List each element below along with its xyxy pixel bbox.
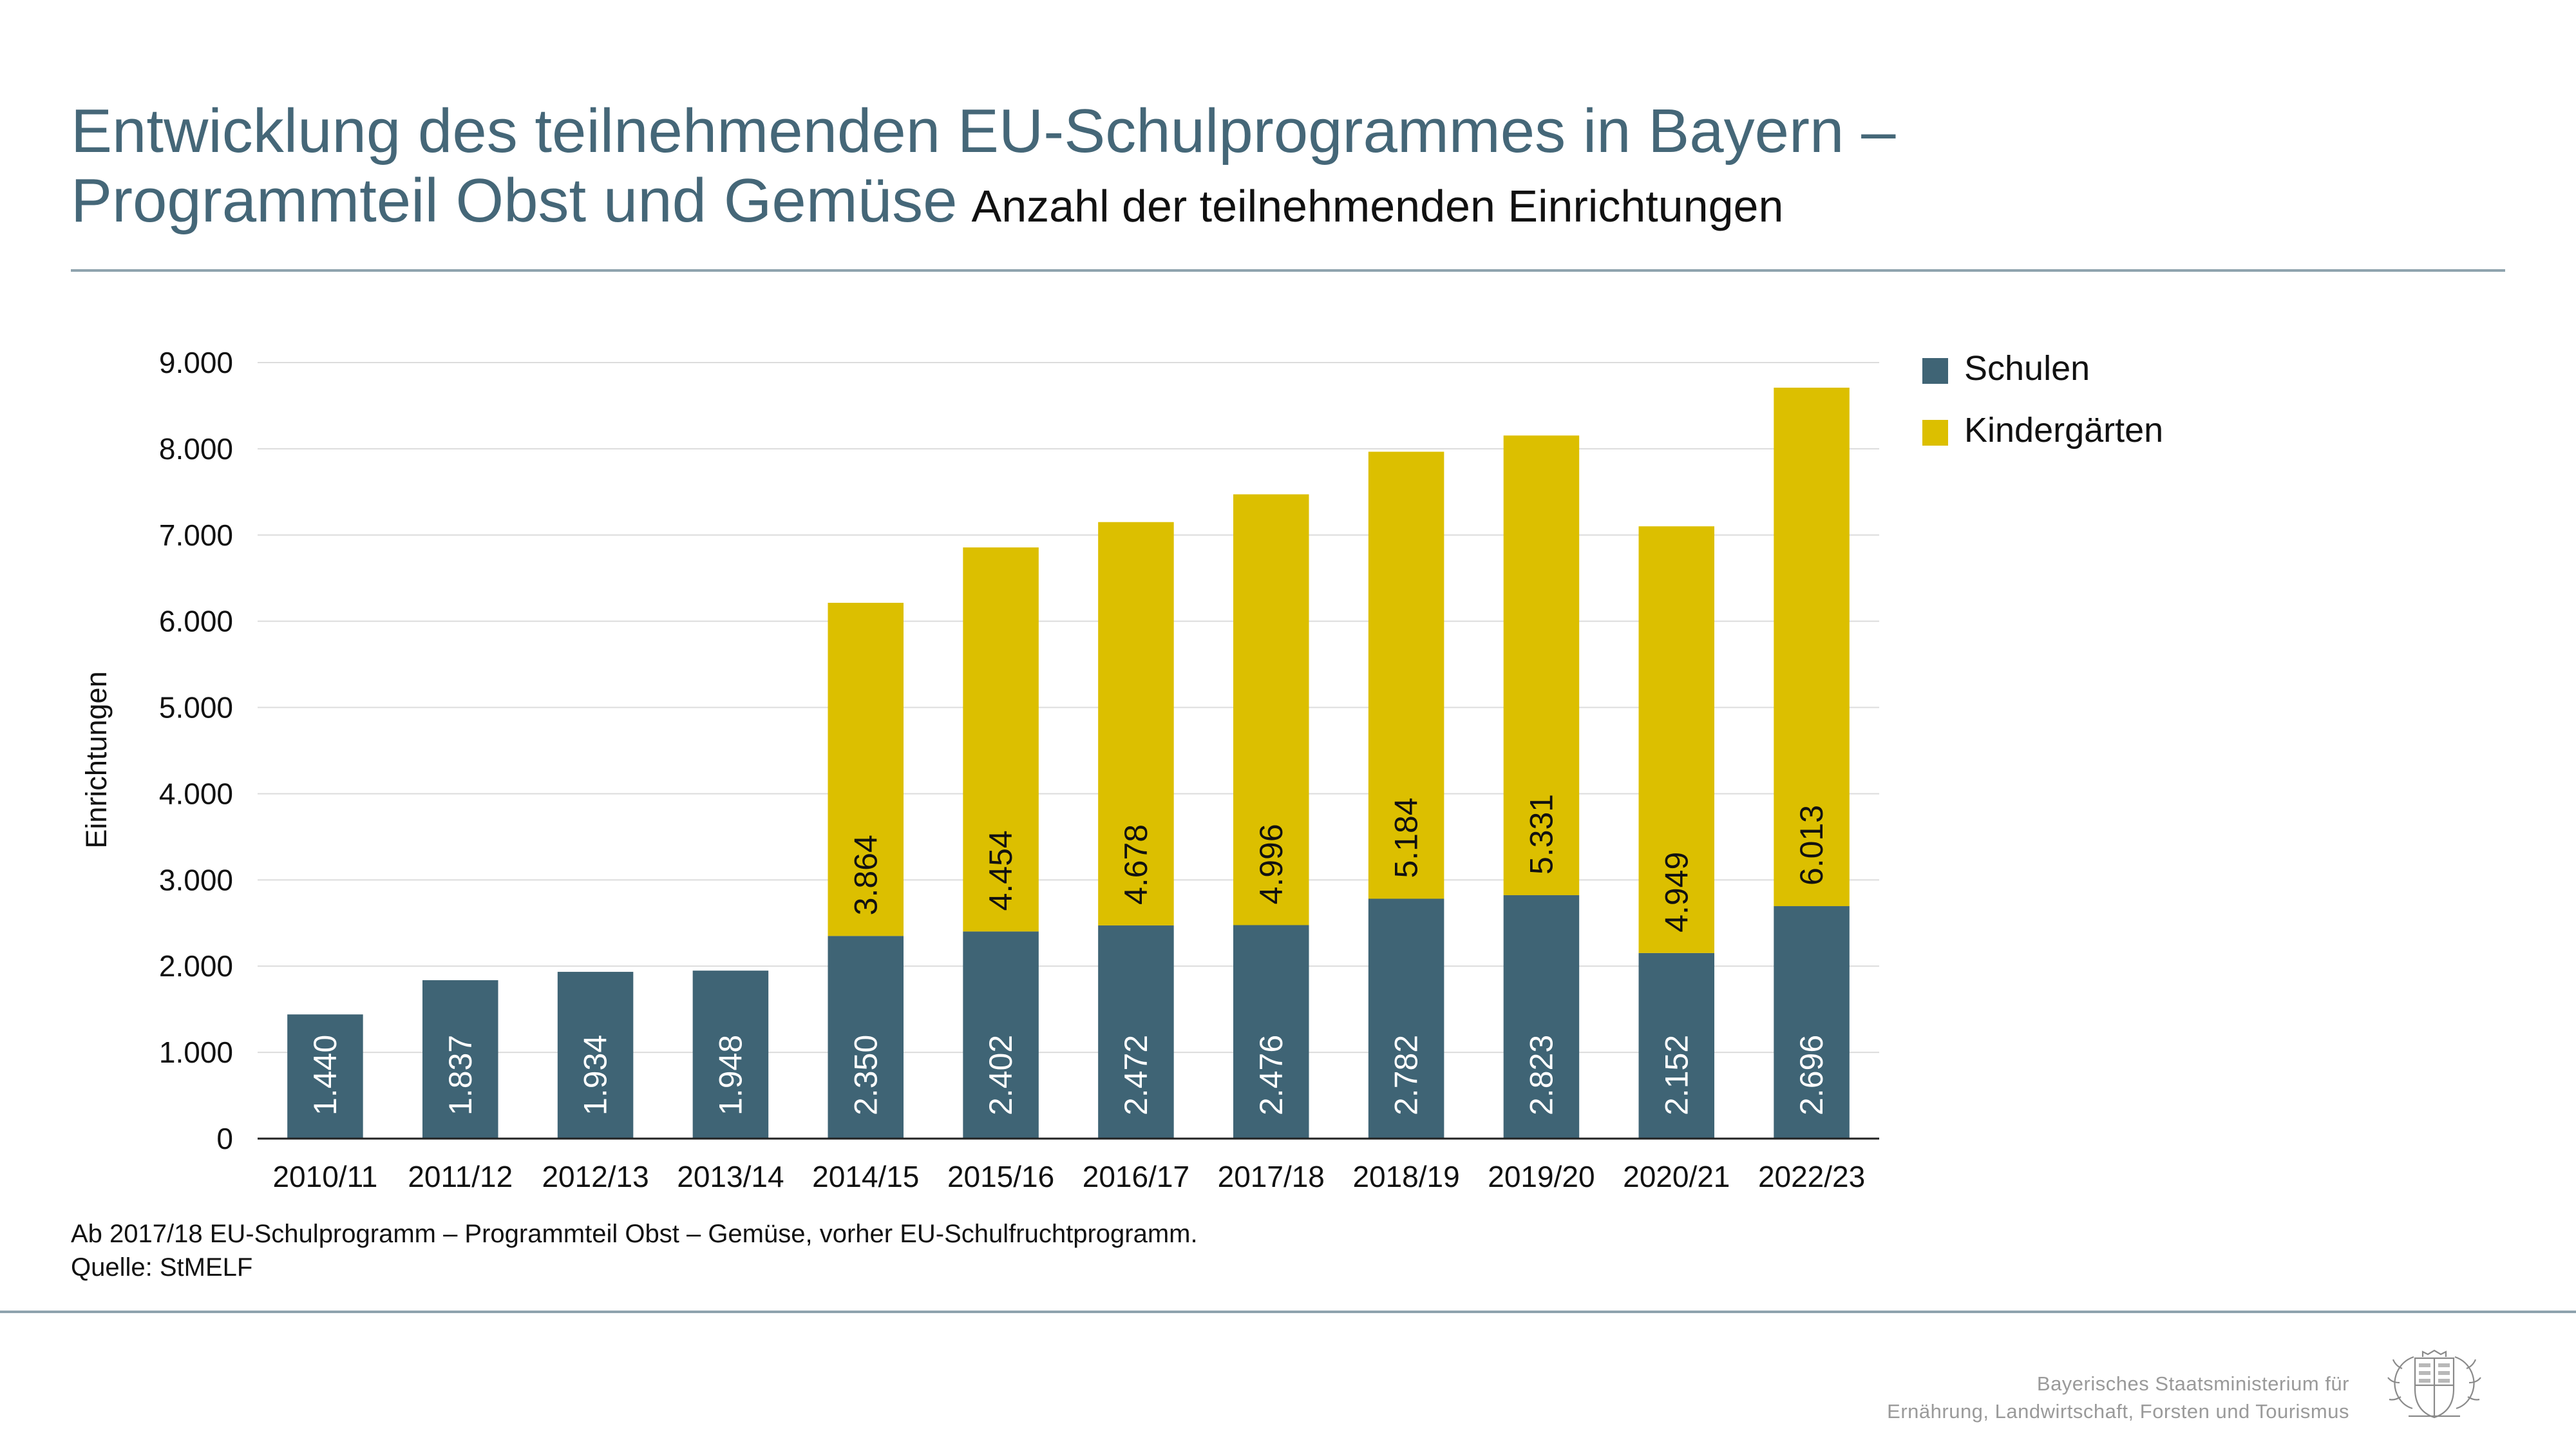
ministry-line-1: Bayerisches Staatsministerium für <box>2036 1372 2349 1395</box>
bar-schulen <box>287 1014 363 1139</box>
bar-value-label: 1.837 <box>442 1035 478 1115</box>
y-tick-label: 3.000 <box>159 863 233 896</box>
y-tick-label: 4.000 <box>159 777 233 810</box>
bar-kindergaerten <box>963 547 1039 932</box>
header-divider <box>71 269 2505 272</box>
chart-title: Entwicklung des teilnehmenden EU-Schulpr… <box>71 97 2454 236</box>
bar-value-label: 2.152 <box>1658 1035 1694 1115</box>
x-tick-label: 2017/18 <box>1218 1160 1325 1193</box>
bar-value-label: 1.948 <box>712 1035 748 1115</box>
bar-schulen <box>963 931 1039 1139</box>
bar-schulen <box>1638 952 1715 1139</box>
legend-label: Schulen <box>1964 349 2090 388</box>
footer-divider <box>0 1311 2576 1313</box>
bar-kindergaerten <box>1774 387 1850 907</box>
title-line-2-text: Programmteil Obst und Gemüse <box>71 166 958 236</box>
bar-value-label: 2.350 <box>848 1035 884 1115</box>
footnote: Ab 2017/18 EU-Schulprogramm – Programmte… <box>71 1217 1198 1284</box>
y-tick-label: 6.000 <box>159 605 233 638</box>
bar-kindergaerten <box>1638 526 1715 953</box>
bar-value-label: 2.402 <box>983 1035 1019 1115</box>
grid-lines <box>258 362 1879 1054</box>
y-tick-label: 5.000 <box>159 691 233 724</box>
bar-value-label: 4.949 <box>1658 852 1694 933</box>
x-tick-label: 2015/16 <box>947 1160 1054 1193</box>
x-tick-label: 2016/17 <box>1083 1160 1189 1193</box>
axes: 0 1.000 2.000 3.000 4.000 5.000 6.000 7.000 8.00… <box>159 346 1879 1193</box>
bar-schulen <box>1233 925 1309 1139</box>
bar-value-label: 6.013 <box>1794 805 1830 886</box>
bar-schulen <box>1098 925 1174 1139</box>
bar-value-label: 2.782 <box>1388 1035 1425 1115</box>
bar-kindergaerten <box>1233 494 1309 925</box>
bar-value-label: 5.331 <box>1523 794 1559 875</box>
x-tick-label: 2014/15 <box>812 1160 919 1193</box>
y-tick-label: 8.000 <box>159 432 233 466</box>
bar-schulen <box>422 980 498 1139</box>
source-text: Quelle: StMELF <box>71 1253 253 1282</box>
bar-kindergaerten <box>1503 435 1580 896</box>
bar-schulen <box>828 936 904 1139</box>
x-tick-label: 2012/13 <box>542 1160 649 1193</box>
bar-value-label: 4.454 <box>983 830 1019 911</box>
bar-value-label: 2.476 <box>1253 1035 1289 1115</box>
bar-value-label: 1.440 <box>307 1035 343 1115</box>
bar-kindergaerten <box>1368 451 1444 899</box>
y-tick-label: 7.000 <box>159 518 233 552</box>
legend-label: Kindergärten <box>1964 411 2163 450</box>
bar-value-label: 1.934 <box>578 1035 614 1115</box>
bar-kindergaerten <box>828 603 904 936</box>
footnote-text: Ab 2017/18 EU-Schulprogramm – Programmte… <box>71 1220 1198 1248</box>
bar-value-label: 4.678 <box>1118 824 1154 905</box>
x-tick-label: 2019/20 <box>1488 1160 1595 1193</box>
x-tick-label: 2010/11 <box>272 1160 377 1193</box>
x-tick-label: 2018/19 <box>1352 1160 1459 1193</box>
title-line-1: Entwicklung des teilnehmenden EU-Schulpr… <box>71 97 1896 166</box>
legend: Schulen Kindergärten <box>1922 349 2163 450</box>
bar-value-label: 5.184 <box>1388 797 1425 878</box>
bar-value-label: 2.696 <box>1794 1035 1830 1115</box>
y-tick-label: 9.000 <box>159 346 233 379</box>
bar-kindergaerten <box>1098 522 1174 926</box>
bar-schulen <box>1503 895 1580 1139</box>
y-axis-label: Einrichtungen <box>80 671 113 848</box>
bars <box>287 387 1850 1139</box>
legend-swatch <box>1922 358 1948 384</box>
bar-schulen <box>692 971 769 1139</box>
bavarian-coat-of-arms-icon <box>2387 1349 2481 1419</box>
x-tick-label: 2020/21 <box>1623 1160 1730 1193</box>
y-tick-label: 2.000 <box>159 949 233 983</box>
bar-schulen <box>1368 898 1444 1139</box>
bar-value-label: 3.864 <box>848 835 884 915</box>
bar-value-label: 2.823 <box>1523 1035 1559 1115</box>
y-tick-label: 0 <box>216 1122 233 1155</box>
x-tick-label: 2022/23 <box>1758 1160 1865 1193</box>
title-line-2: Programmteil Obst und Gemüse Anzahl der t… <box>71 166 2454 236</box>
legend-swatch <box>1922 420 1948 446</box>
ministry-line-2: Ernährung, Landwirtschaft, Forsten und T… <box>1887 1399 2349 1423</box>
bar-value-label: 2.472 <box>1118 1035 1154 1115</box>
x-tick-label: 2011/12 <box>408 1160 513 1193</box>
chart-subtitle: Anzahl der teilnehmenden Einrichtungen <box>971 181 1784 232</box>
bar-schulen <box>1774 906 1850 1139</box>
bar-value-label: 4.996 <box>1253 824 1289 904</box>
x-tick-label: 2013/14 <box>677 1160 784 1193</box>
bar-schulen <box>557 972 634 1139</box>
ministry-name: Bayerisches Staatsministerium für Ernähr… <box>1887 1370 2349 1426</box>
y-tick-label: 1.000 <box>159 1036 233 1069</box>
bar-labels: 1.440 1.837 1.934 1.948 2.350 3.864 2.402 4.454… <box>307 794 1830 1115</box>
